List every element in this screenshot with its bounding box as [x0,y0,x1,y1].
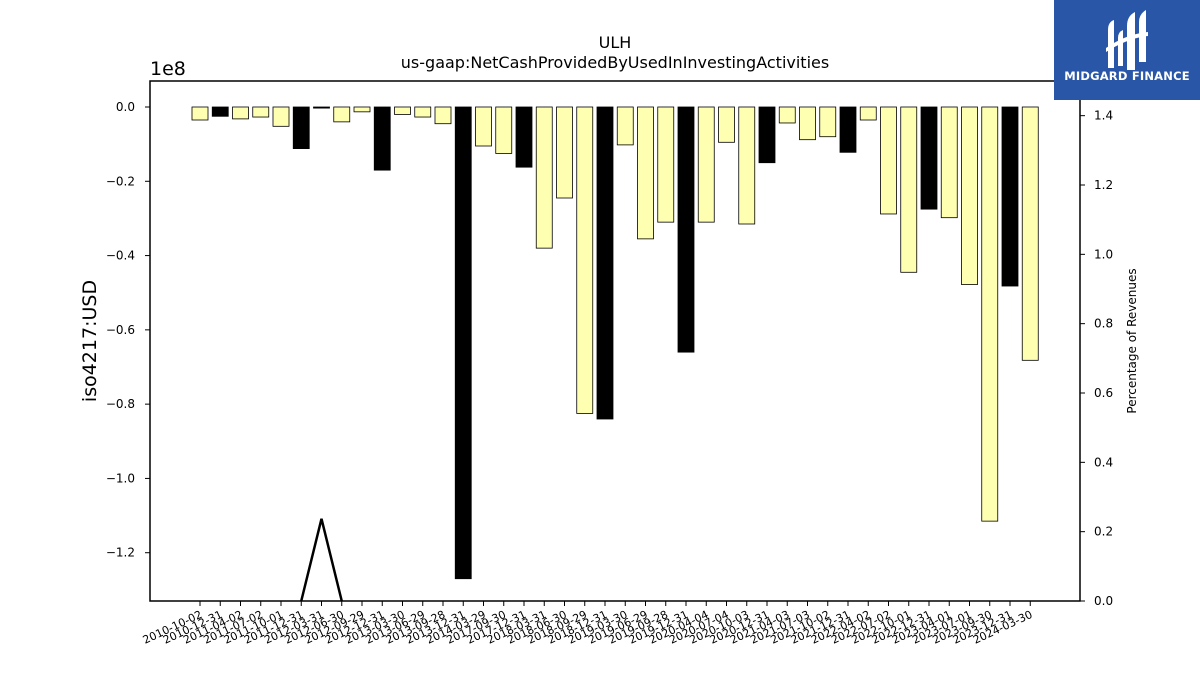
logo-text: MIDGARD FINANCE [1064,69,1190,83]
bar-2012-09-29 [353,106,371,113]
bars-layer [191,106,1039,580]
bar-2023-12-31 [1001,106,1019,287]
bar-2022-07-02 [880,106,897,215]
bar-2019-03-30 [616,106,634,146]
y-offset-label: 1e8 [150,58,186,80]
bar-2020-12-31 [758,106,776,164]
bar-2012-06-30 [333,106,351,123]
y-tick-label: −0.8 [106,397,135,411]
bar-2014-03-29 [475,106,492,147]
chart-subtitle: us-gaap:NetCashProvidedByUsedInInvesting… [401,53,829,72]
bar-2012-03-31 [313,106,330,109]
ratio-line-layer [300,518,343,602]
bar-2020-10-03 [738,106,756,225]
bar-2021-07-03 [799,106,816,141]
bar-2013-06-29 [414,106,432,118]
bar-2012-12-31 [373,106,391,171]
y2-tick-label: 1.0 [1094,247,1113,261]
y2-tick-label: 0.8 [1094,317,1113,331]
bar-2021-04-03 [778,106,796,124]
ratio-line [300,518,343,602]
bar-2024-03-30 [1021,106,1039,361]
y2-axis-label: Percentage of Revenues [1125,268,1139,413]
bar-2010-10-02 [191,106,209,121]
y-tick-label: −1.2 [106,546,135,560]
y2-tick-label: 0.4 [1094,455,1113,469]
bar-2017-12-31 [515,106,533,168]
y-tick-label: 0.0 [116,100,135,114]
bar-2013-03-30 [394,106,411,115]
bar-2019-09-28 [657,106,675,223]
bar-2022-12-31 [920,106,938,210]
bar-2011-10-01 [272,106,290,127]
y2-tick-label: 1.4 [1094,109,1113,123]
y2-tick-label: 0.2 [1094,525,1113,539]
bar-2011-07-02 [252,106,270,118]
bar-2018-03-31 [535,106,553,249]
y2-tick-label: 1.2 [1094,178,1113,192]
y-tick-label: −1.0 [106,471,135,485]
bar-2022-10-01 [900,106,918,273]
bar-2019-06-29 [637,106,654,240]
bar-2018-06-30 [556,106,573,199]
bar-2021-12-31 [839,106,857,153]
bar-2023-07-01 [961,106,978,285]
y-tick-label: −0.4 [106,249,135,263]
plot-frame [149,80,1081,602]
bar-2020-04-04 [697,106,715,223]
y2-tick-label: 0.6 [1094,386,1113,400]
midgard-logo-icon [1106,10,1148,70]
bar-2017-09-30 [495,106,513,154]
bar-2023-04-01 [940,106,958,219]
bar-2021-10-02 [819,106,837,138]
bar-2018-12-31 [596,106,614,420]
x-axis: 2010-10-022010-12-312011-04-022011-07-02… [141,601,1035,647]
bar-2013-12-31 [454,106,472,580]
chart-title: ULH [599,33,632,52]
y-tick-label: −0.6 [106,323,135,337]
bar-2023-09-30 [981,106,999,522]
bar-2010-12-31 [211,106,229,117]
y2-axis: 0.0 0.2 0.4 0.6 0.8 1.0 1.2 1.4 [1080,109,1113,608]
bar-2011-12-31 [292,106,310,149]
y-tick-label: −0.2 [106,174,135,188]
bar-2022-04-02 [859,106,877,121]
brand-logo: MIDGARD FINANCE [1054,0,1200,100]
y2-tick-label: 0.0 [1094,594,1113,608]
y-axis: 0.0 −0.2 −0.4 −0.6 −0.8 −1.0 −1.2 [106,100,150,560]
bar-2011-04-02 [232,106,249,120]
bar-2013-09-28 [434,106,452,125]
y-axis-label: iso4217:USD [79,280,101,402]
bar-2020-07-04 [718,106,735,143]
bar-2018-09-29 [576,106,594,414]
bar-2019-12-31 [677,106,695,353]
